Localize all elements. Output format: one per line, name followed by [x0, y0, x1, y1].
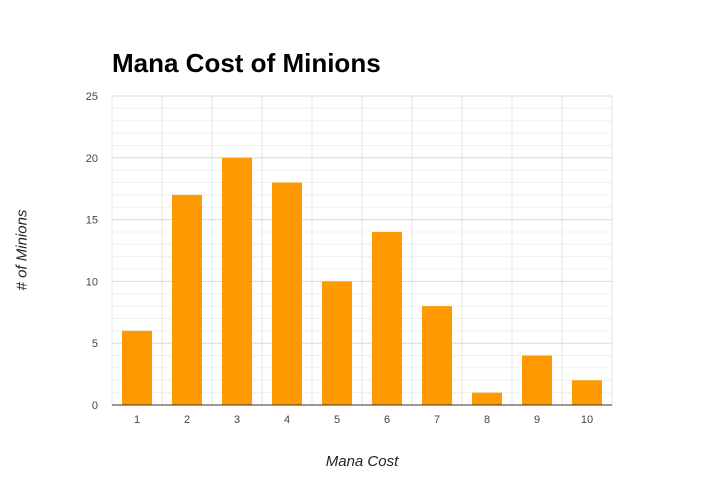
y-tick-label: 10: [86, 276, 98, 288]
bar: [322, 281, 352, 405]
chart-title: Mana Cost of Minions: [112, 48, 381, 78]
y-tick-label: 5: [92, 338, 98, 350]
x-tick-label: 9: [534, 414, 540, 426]
x-tick-label: 5: [334, 414, 340, 426]
bar: [172, 194, 202, 405]
bar: [222, 157, 252, 405]
bar: [272, 182, 302, 405]
x-tick-label: 7: [434, 414, 440, 426]
bars: [122, 157, 602, 405]
bar: [372, 231, 402, 405]
x-tick-label: 3: [234, 414, 240, 426]
x-tick-label: 1: [134, 414, 140, 426]
y-tick-label: 20: [86, 153, 98, 165]
bar: [472, 392, 502, 405]
bar: [522, 355, 552, 405]
bar: [572, 380, 602, 405]
x-tick-label: 8: [484, 414, 490, 426]
y-tick-label: 0: [92, 400, 98, 412]
x-tick-labels: 1 2 3 4 5 6 7 8 9 10: [134, 414, 593, 426]
y-tick-labels: 0 5 10 15 20 25: [86, 91, 98, 412]
x-tick-label: 10: [581, 414, 593, 426]
y-tick-label: 25: [86, 91, 98, 103]
x-tick-label: 6: [384, 414, 390, 426]
major-gridlines: [111, 95, 613, 405]
x-tick-label: 4: [284, 414, 290, 426]
bar: [422, 306, 452, 405]
x-tick-label: 2: [184, 414, 190, 426]
x-axis-title: Mana Cost: [325, 453, 399, 470]
y-tick-label: 15: [86, 215, 98, 227]
bar: [122, 330, 152, 405]
